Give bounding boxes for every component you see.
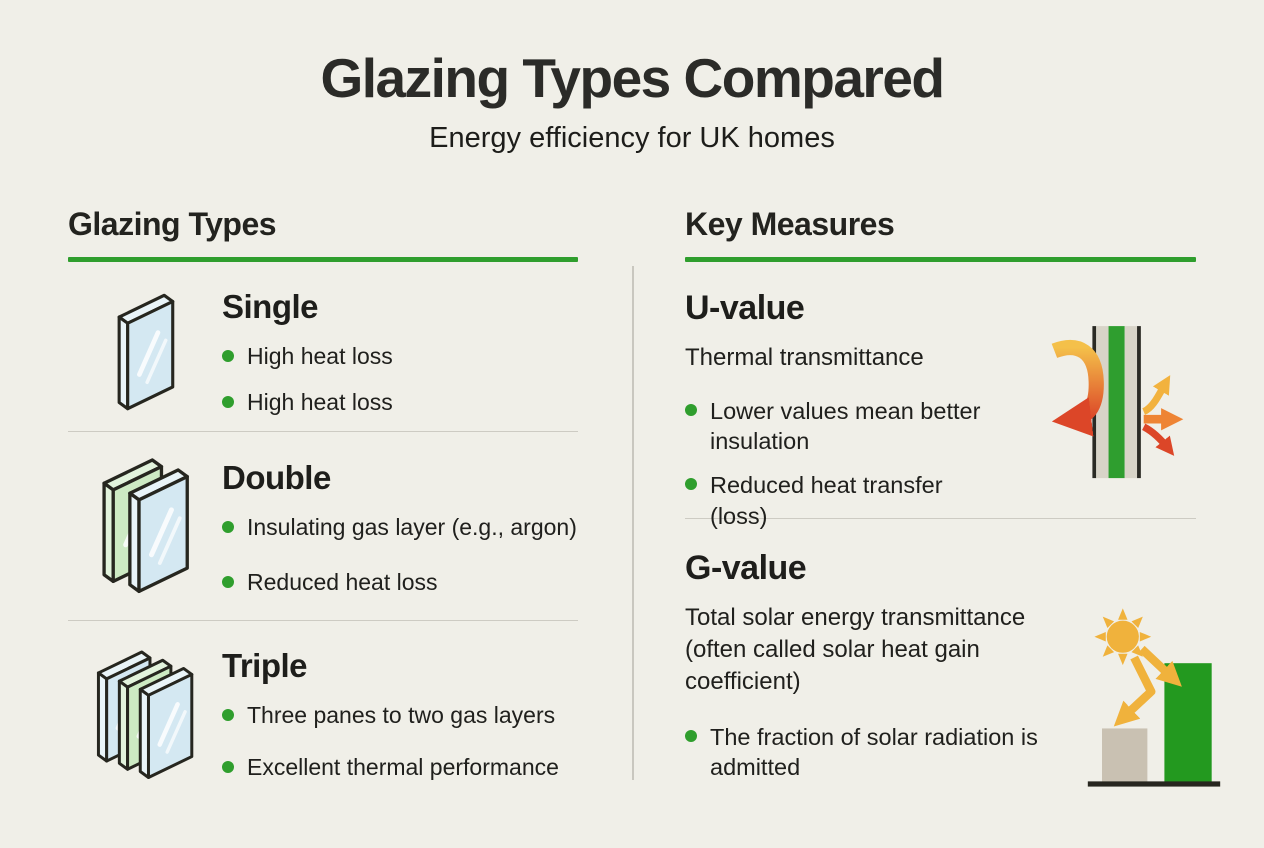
glazing-title-single: Single — [222, 288, 319, 325]
g-value-subtitle: Total solar energy transmittance (often … — [685, 604, 1026, 695]
bullet-text: High heat loss — [247, 388, 393, 415]
triple-pane-icon — [85, 643, 203, 788]
bullet-dot-icon — [222, 709, 234, 721]
bullet-item: Reduced heat loss — [222, 568, 578, 598]
row-divider — [68, 620, 578, 621]
bullet-text: Three panes to two gas layers — [247, 702, 556, 728]
bullet-item: Three panes to two gas layers — [222, 701, 578, 731]
bullet-text: Lower values mean better insulation — [710, 397, 981, 455]
bullet-dot-icon — [222, 521, 234, 533]
bullet-dot-icon — [222, 395, 234, 408]
bullet-dot-icon — [685, 403, 697, 416]
green-rule — [68, 257, 578, 262]
bullet-text: Insulating gas layer (e.g., argon) — [247, 514, 577, 540]
u-value-title: U-value — [685, 289, 805, 327]
bullet-item: Insulating gas layer (e.g., argon) — [222, 513, 578, 543]
bullet-item: High heat loss — [222, 388, 578, 418]
solar-gain-bars-icon — [1087, 608, 1221, 787]
glazing-row-triple: Triple Three panes to two gas layers Exc… — [68, 621, 578, 798]
key-measures-heading: Key Measures — [685, 206, 895, 242]
key-measures-column: Key Measures U-value Thermal transmittan… — [685, 206, 1221, 787]
page-subtitle: Energy efficiency for UK homes — [429, 121, 835, 154]
bullet-item: Reduced heat transfer (loss) — [685, 470, 1003, 531]
bullet-text: Excellent thermal performance — [247, 753, 559, 780]
u-value-subtitle: Thermal transmittance — [685, 344, 924, 371]
heat-transfer-wall-icon — [1051, 326, 1184, 479]
bullet-text: The fraction of solar radiation is admit… — [710, 723, 1038, 781]
double-pane-icon — [89, 450, 199, 603]
column-divider — [632, 266, 634, 780]
header: Glazing Types Compared Energy efficiency… — [0, 47, 1264, 155]
bullet-item: Excellent thermal performance — [222, 753, 578, 783]
bullet-item: High heat loss — [222, 342, 578, 372]
row-divider — [68, 431, 578, 432]
g-value-title: G-value — [685, 549, 807, 587]
glazing-row-double: Double Insulating gas layer (e.g., argon… — [68, 432, 578, 620]
bullet-dot-icon — [222, 350, 234, 362]
single-pane-icon — [103, 286, 185, 418]
measure-u-value: U-value Thermal transmittance Lower valu… — [685, 262, 1196, 529]
bullet-dot-icon — [222, 760, 234, 773]
bullet-item: The fraction of solar radiation is admit… — [685, 722, 1093, 783]
green-rule — [685, 257, 1196, 262]
measure-g-value: G-value Total solar energy transmittance… — [685, 519, 1221, 787]
bullet-text: High heat loss — [247, 343, 393, 369]
bullet-item: Lower values mean better insulation — [685, 396, 1003, 457]
glazing-types-column: Glazing Types Single High heat loss — [68, 206, 578, 798]
bullet-text: Reduced heat transfer (loss) — [710, 472, 943, 529]
glazing-types-heading: Glazing Types — [68, 206, 277, 242]
bullet-dot-icon — [685, 478, 697, 490]
sun-icon — [1094, 608, 1152, 666]
glazing-title-triple: Triple — [222, 647, 308, 684]
bullet-text: Reduced heat loss — [247, 568, 438, 595]
glazing-row-single: Single High heat loss High heat loss — [68, 262, 578, 431]
glazing-title-double: Double — [222, 459, 331, 496]
page-title: Glazing Types Compared — [320, 47, 945, 109]
bullet-dot-icon — [222, 575, 234, 588]
bullet-dot-icon — [685, 729, 697, 742]
